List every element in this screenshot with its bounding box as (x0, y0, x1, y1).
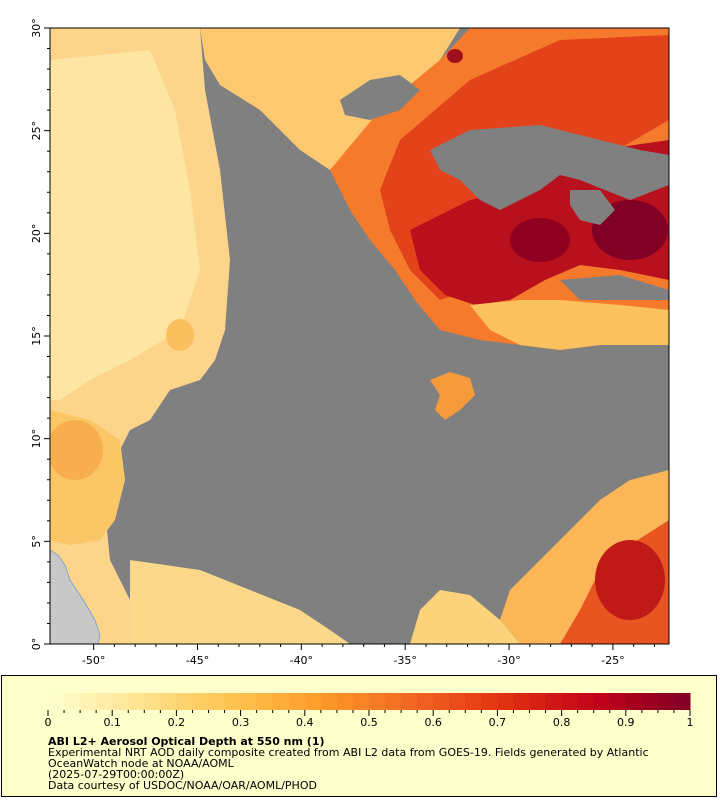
colorbar-tick-label: 1 (687, 716, 694, 729)
aod-region-north (200, 28, 460, 170)
colorbar-segment (449, 693, 466, 710)
x-tick-label: -30° (497, 654, 520, 667)
colorbar-tick-label: 0.1 (103, 716, 121, 729)
colorbar-segment (417, 693, 434, 710)
no-data-hole (570, 190, 615, 225)
colorbar-segment (433, 693, 450, 710)
x-tick-label: -40° (290, 654, 313, 667)
colorbar-tick-label: 0.9 (617, 716, 635, 729)
colorbar-segment (192, 693, 209, 710)
colorbar-tick-label: 0.4 (296, 716, 314, 729)
colorbar-segment (64, 693, 81, 710)
dust-peak-patch (447, 49, 463, 63)
colorbar-segment (577, 693, 595, 710)
colorbar-segment (160, 693, 177, 710)
colorbar-segment (96, 693, 113, 710)
colorbar-segment (80, 693, 97, 710)
no-data-hole (430, 125, 669, 210)
dust-peak-patch (510, 218, 570, 262)
colorbar-segment (465, 693, 482, 710)
colorbar-tick-label: 0.3 (232, 716, 250, 729)
colorbar-segment (176, 693, 193, 710)
legend-date: (2025-07-29T00:00:00Z) (48, 768, 185, 781)
colorbar-segment (481, 693, 498, 710)
colorbar-tick-label: 0.6 (424, 716, 442, 729)
colorbar-segment (128, 693, 145, 710)
y-axis: 0° 5° 10° 15° 20° 25° 30° (30, 18, 50, 650)
y-tick-label: 15° (30, 326, 43, 346)
colorbar-tick-label: 0.7 (489, 716, 507, 729)
no-data-hole (560, 275, 669, 300)
colorbar-segment (513, 693, 530, 710)
colorbar-segment (529, 693, 547, 710)
colorbar-segment (625, 693, 643, 710)
dust-peak-patch (592, 200, 668, 260)
colorbar-segment (208, 693, 226, 710)
colorbar-segment (224, 693, 242, 710)
no-data-hole (340, 75, 420, 120)
colorbar-segment (144, 693, 161, 710)
x-tick-label: -35° (393, 654, 416, 667)
colorbar-segment (609, 693, 627, 710)
colorbar-segment (272, 693, 290, 710)
aod-patch (50, 420, 103, 480)
colorbar-segment (240, 693, 258, 710)
colorbar-segment (593, 693, 611, 710)
x-tick-label: -25° (601, 654, 624, 667)
legend-title: ABI L2+ Aerosol Optical Depth at 550 nm … (48, 735, 325, 748)
aod-band-south (470, 300, 669, 350)
aod-region-south-coast (130, 560, 350, 644)
x-tick-label: -45° (186, 654, 209, 667)
y-tick-label: 0° (30, 638, 43, 651)
y-tick-label: 25° (30, 121, 43, 141)
colorbar-segment (336, 693, 354, 710)
aod-map: -50° -45° -40° -35° -30° -25° 0° 5° 10° 15° 20° 25… (30, 18, 670, 667)
colorbar-segment (352, 693, 370, 710)
colorbar-tick-label: 0.8 (553, 716, 571, 729)
legend-panel: 0 0.1 0.2 0.3 0.4 0.5 0.6 0.7 0.8 0.9 1 ABI L2+ Ae… (1, 675, 717, 797)
colorbar-segment (641, 693, 659, 710)
colorbar-segment (401, 693, 418, 710)
colorbar-segment (288, 693, 306, 710)
legend-credit: Data courtesy of USDOC/NOAA/OAR/AOML/PHO… (48, 779, 317, 792)
y-tick-label: 30° (30, 18, 43, 38)
y-tick-label: 5° (30, 535, 43, 548)
colorbar-segment (320, 693, 338, 710)
colorbar-tick-label: 0.5 (360, 716, 378, 729)
colorbar-segment (561, 693, 579, 710)
aod-region-west-pale (50, 50, 200, 400)
aod-patch-12n (430, 372, 475, 420)
colorbar-segment (657, 693, 675, 710)
colorbar-tick-label: 0.2 (168, 716, 186, 729)
colorbar-segment (385, 693, 402, 710)
colorbar: 0 0.1 0.2 0.3 0.4 0.5 0.6 0.7 0.8 0.9 1 (45, 693, 694, 729)
aod-patch (595, 540, 665, 620)
colorbar-segment (112, 693, 129, 710)
colorbar-tick-label: 0 (45, 716, 52, 729)
land-south-america (50, 549, 101, 644)
x-axis: -50° -45° -40° -35° -30° -25° (82, 644, 655, 667)
aod-region-southeast-pale (410, 590, 520, 644)
colorbar-segment (673, 693, 691, 710)
y-tick-label: 20° (30, 224, 43, 244)
x-tick-label: -50° (82, 654, 105, 667)
colorbar-segment (304, 693, 322, 710)
colorbar-segment (497, 693, 514, 710)
legend-description: Experimental NRT AOD daily composite cre… (48, 746, 649, 770)
aod-patch (166, 319, 194, 351)
colorbar-segment (256, 693, 274, 710)
y-tick-label: 10° (30, 429, 43, 449)
colorbar-segment (545, 693, 563, 710)
colorbar-segment (369, 693, 386, 710)
colorbar-segment (48, 693, 65, 710)
